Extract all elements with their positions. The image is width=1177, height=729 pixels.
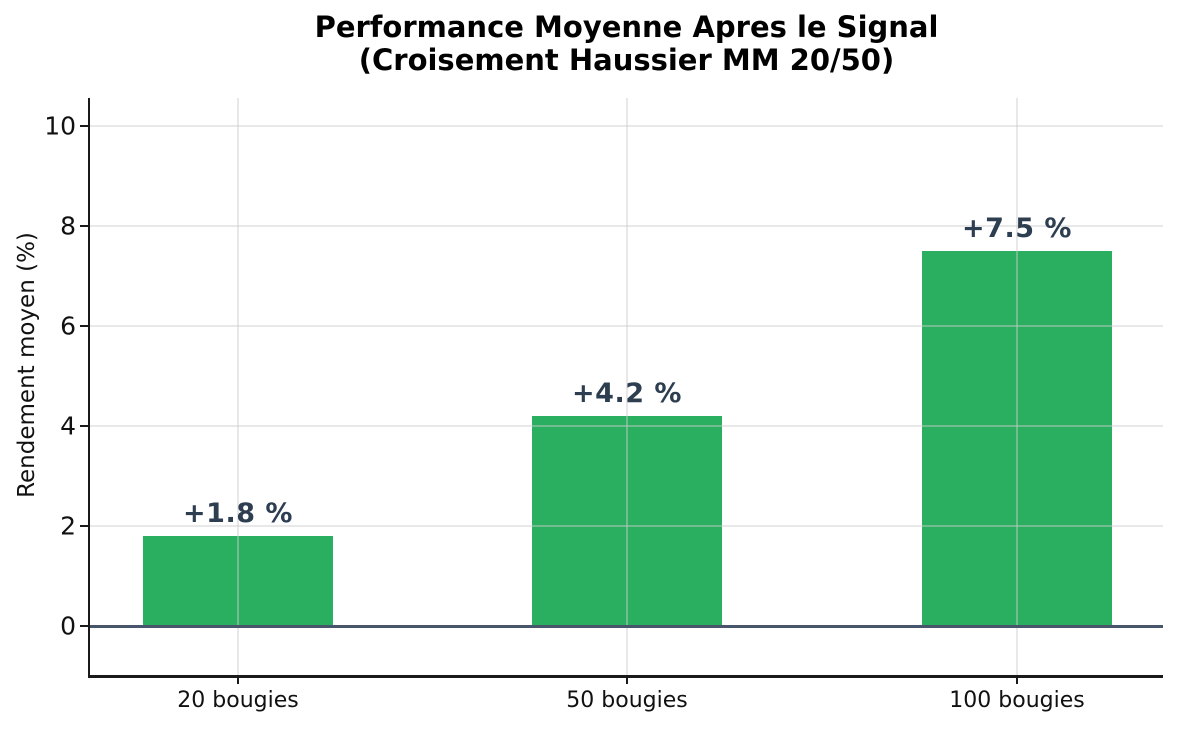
y-gridline — [90, 125, 1163, 127]
y-tick-label: 2 — [60, 511, 76, 541]
x-tick-label: 20 bougies — [177, 688, 299, 713]
left-axis-spine — [87, 98, 90, 678]
chart-title-line2: (Croisement Haussier MM 20/50) — [358, 43, 895, 77]
y-tick-mark — [80, 324, 89, 328]
x-gridline — [237, 98, 239, 675]
y-gridline — [90, 225, 1163, 227]
bar-value-label: +4.2 % — [572, 378, 682, 409]
x-tick-mark — [236, 676, 240, 684]
x-tick-mark — [625, 676, 629, 684]
x-gridline — [1016, 98, 1018, 675]
x-tick-label: 50 bougies — [566, 688, 688, 713]
zero-baseline — [88, 624, 1163, 628]
bar — [532, 416, 722, 626]
chart-title-line1: Performance Moyenne Apres le Signal — [314, 10, 939, 44]
y-tick-label: 6 — [60, 311, 76, 341]
y-gridline — [90, 325, 1163, 327]
x-tick-label: 100 bougies — [949, 688, 1085, 713]
chart-title: Performance Moyenne Apres le Signal (Cro… — [90, 11, 1163, 77]
y-tick-label: 10 — [44, 111, 76, 141]
bottom-axis-spine — [87, 675, 1163, 678]
y-tick-mark — [80, 224, 89, 228]
y-tick-label: 4 — [60, 411, 76, 441]
y-tick-mark — [80, 524, 89, 528]
y-tick-label: 8 — [60, 211, 76, 241]
x-gridline — [626, 98, 628, 675]
y-tick-mark — [80, 624, 89, 628]
y-tick-mark — [80, 124, 89, 128]
bar — [143, 536, 333, 626]
y-axis-label: Rendement moyen (%) — [14, 232, 40, 498]
y-tick-label: 0 — [60, 611, 76, 641]
y-tick-mark — [80, 424, 89, 428]
y-gridline — [90, 525, 1163, 527]
y-gridline — [90, 425, 1163, 427]
bar — [922, 251, 1112, 626]
x-tick-mark — [1015, 676, 1019, 684]
bar-value-label: +7.5 % — [962, 213, 1072, 244]
bar-value-label: +1.8 % — [183, 498, 293, 529]
